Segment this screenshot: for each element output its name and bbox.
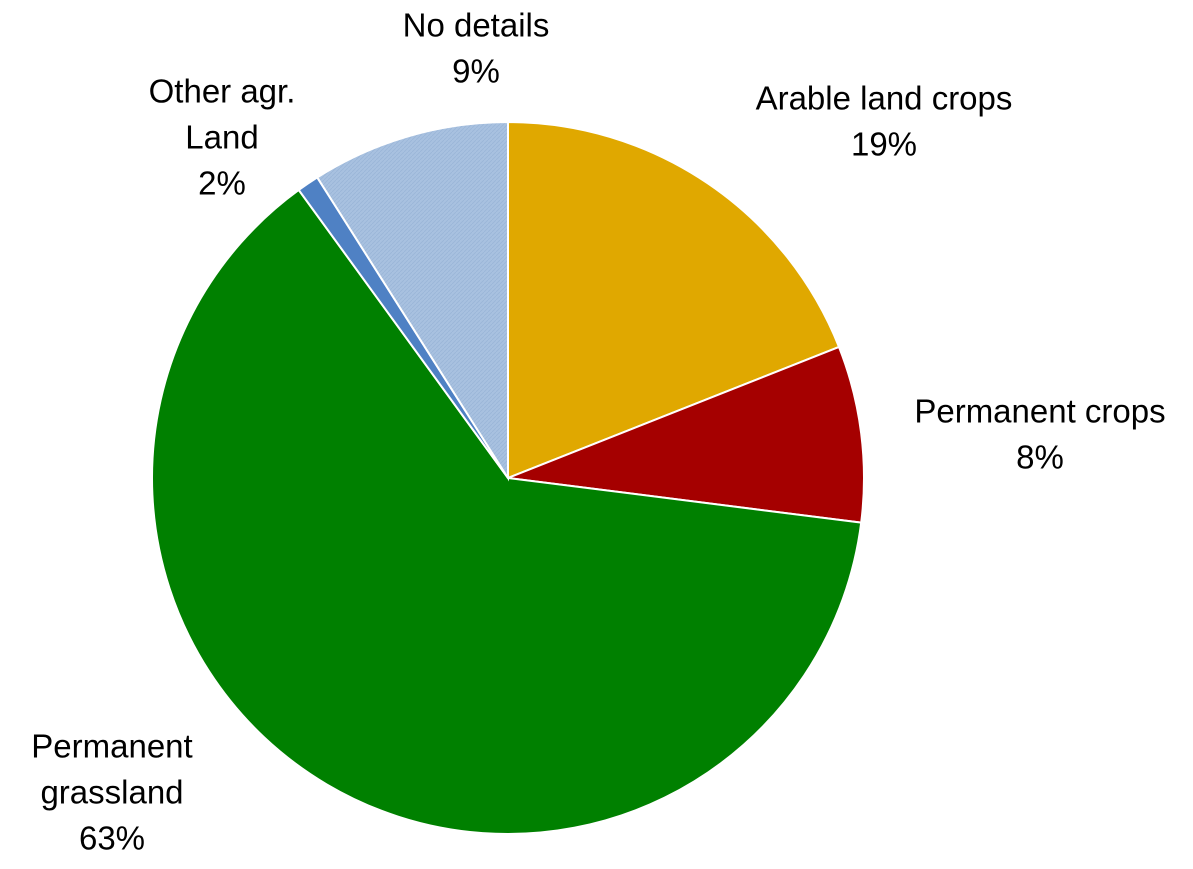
data-label-no-details: No details 9% [403,7,550,90]
data-label-category: Permanent crops [914,393,1165,430]
data-label-category: grassland [40,774,183,811]
data-label-value: 2% [198,165,246,202]
pie-slice-arable-land-crops [507,120,841,480]
pie-slice-permanent-grassland [151,188,863,835]
data-label-category: Permanent [31,728,192,765]
data-label-category: Arable land crops [756,80,1013,117]
pie-slice-permanent-crops [507,345,865,524]
data-label-permanent-crops: Permanent crops 8% [914,393,1165,476]
data-label-category: Other agr. [149,73,296,110]
data-label-category: No details [403,7,550,44]
data-label-other-agr-land: Other agr. Land 2% [149,73,296,202]
data-label-value: 63% [79,820,145,857]
pie-slice-no-details [315,120,509,482]
data-label-value: 9% [452,53,500,90]
data-label-value: 19% [851,126,917,163]
data-label-arable-land-crops: Arable land crops 19% [756,80,1013,163]
slices-layer [151,120,865,835]
data-label-value: 8% [1016,439,1064,476]
data-label-permanent-grassland: Permanent grassland 63% [31,728,192,857]
data-label-category: Land [185,119,258,156]
